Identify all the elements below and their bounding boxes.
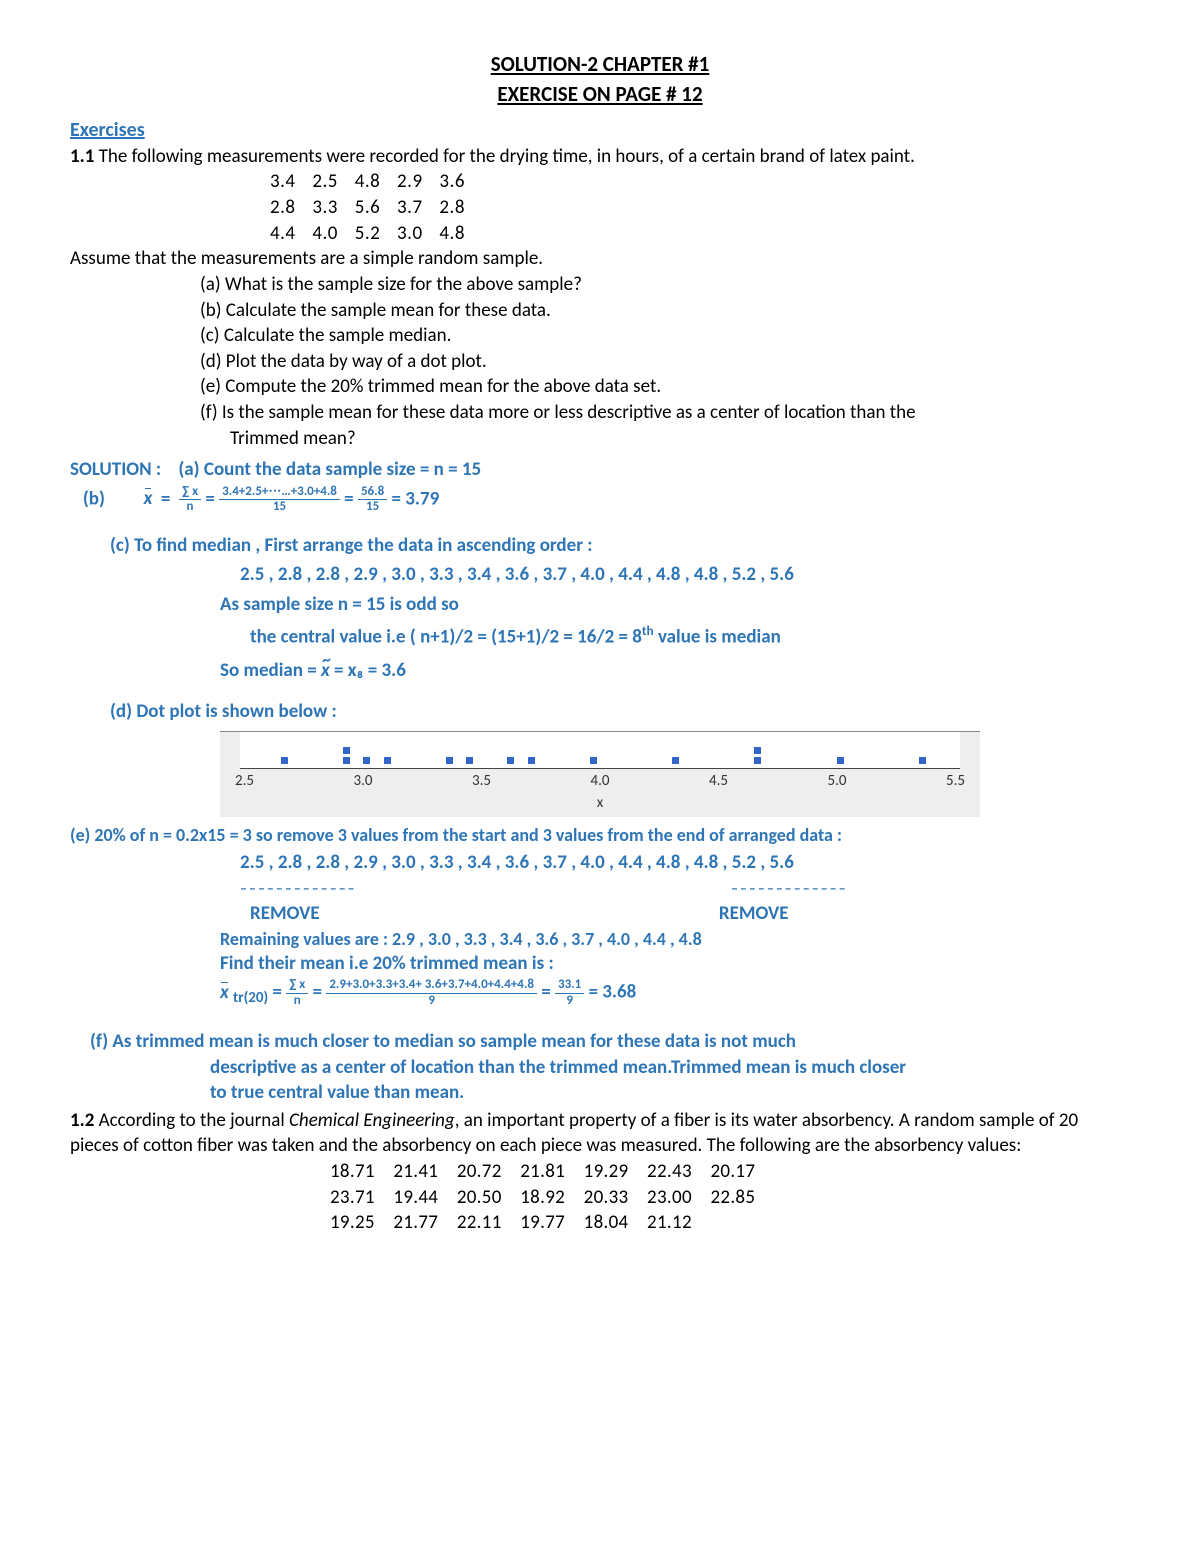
solution-e-formula: x tr(20) = ∑ xn = 2.9+3.0+3.3+3.4+ 3.6+3… bbox=[220, 978, 1130, 1008]
journal-name: Chemical Engineering bbox=[289, 1109, 455, 1132]
page-title-1: SOLUTION-2 CHAPTER #1 bbox=[70, 50, 1130, 78]
solution-e-remaining: Remaining values are : 2.9 , 3.0 , 3.3 ,… bbox=[220, 927, 1130, 951]
dot-point bbox=[446, 757, 453, 764]
b-result: = 3.79 bbox=[392, 487, 440, 510]
dotplot-xlabel: x bbox=[220, 793, 980, 813]
problem-2-number: 1.2 bbox=[70, 1109, 94, 1132]
dot-point bbox=[466, 757, 473, 764]
xbar-symbol: x bbox=[144, 486, 153, 512]
solution-c-odd: As sample size n = 15 is odd so bbox=[220, 592, 1130, 618]
dot-point bbox=[343, 757, 350, 764]
solution-e-sorted: 2.5 , 2.8 , 2.8 , 2.9 , 3.0 , 3.3 , 3.4 … bbox=[240, 850, 1130, 876]
dotplot-area bbox=[240, 732, 960, 769]
dotplot-container: 2.5 3.0 3.5 4.0 4.5 5.0 5.5 x bbox=[220, 731, 980, 818]
data2-row-3: 19.25 21.77 22.11 19.77 18.04 21.12 bbox=[330, 1210, 1130, 1236]
part-e: (e) Compute the 20% trimmed mean for the… bbox=[200, 374, 1130, 400]
dot-point bbox=[590, 757, 597, 764]
frac-e1: ∑ xn bbox=[286, 978, 308, 1008]
frac-1: ∑ xn bbox=[179, 485, 201, 515]
remove-dashes: ––––––––––––– ––––––––––––– bbox=[70, 875, 1130, 901]
page-title-2: EXERCISE ON PAGE # 12 bbox=[70, 80, 1130, 108]
data-row-3: 4.4 4.0 5.2 3.0 4.8 bbox=[270, 221, 1130, 247]
part-f-cont: Trimmed mean? bbox=[230, 426, 1130, 452]
dot-point bbox=[363, 757, 370, 764]
frac-2: 3.4+2.5+⋯…+3.0+4.815 bbox=[219, 485, 340, 515]
solution-f-3: to true central value than mean. bbox=[210, 1080, 1130, 1106]
dot-point bbox=[528, 757, 535, 764]
dot-point bbox=[754, 757, 761, 764]
solution-e-find: Find their mean i.e 20% trimmed mean is … bbox=[220, 951, 1130, 977]
data-row-2: 2.8 3.3 5.6 3.7 2.8 bbox=[270, 195, 1130, 221]
dotplot-xaxis: 2.5 3.0 3.5 4.0 4.5 5.0 5.5 bbox=[235, 771, 965, 791]
solution-c-sorted: 2.5 , 2.8 , 2.8 , 2.9 , 3.0 , 3.3 , 3.4 … bbox=[240, 562, 1130, 588]
solution-f-2: descriptive as a center of location than… bbox=[210, 1055, 1130, 1081]
dot-point bbox=[919, 757, 926, 764]
dot-point bbox=[343, 747, 350, 754]
part-a: (a) What is the sample size for the abov… bbox=[200, 272, 1130, 298]
part-f: (f) Is the sample mean for these data mo… bbox=[200, 400, 1130, 426]
solution-a: (a) Count the data sample size = n = 15 bbox=[178, 458, 481, 481]
frac-e2: 2.9+3.0+3.3+3.4+ 3.6+3.7+4.0+4.4+4.89 bbox=[326, 978, 537, 1008]
problem-1-number: 1.1 bbox=[70, 145, 94, 168]
xbar-tr-symbol: x bbox=[220, 980, 229, 1006]
dot-point bbox=[507, 757, 514, 764]
solution-f-1: (f) As trimmed mean is much closer to me… bbox=[90, 1029, 1130, 1055]
dot-point bbox=[384, 757, 391, 764]
problem-2-intro: 1.2 According to the journal Chemical En… bbox=[70, 1108, 1130, 1159]
part-d: (d) Plot the data by way of a dot plot. bbox=[200, 349, 1130, 375]
remove-labels: REMOVE REMOVE bbox=[70, 901, 1130, 927]
exercises-heading: Exercises bbox=[70, 117, 1130, 144]
e-result: = 3.68 bbox=[589, 981, 637, 1004]
dot-point bbox=[754, 747, 761, 754]
part-c: (c) Calculate the sample median. bbox=[200, 323, 1130, 349]
xtilde-symbol: x bbox=[321, 658, 330, 684]
dot-point bbox=[672, 757, 679, 764]
solution-c-median: So median = x = x₈ = 3.6 bbox=[220, 658, 1130, 684]
solution-b: (b) x = ∑ xn = 3.4+2.5+⋯…+3.0+4.815 = 56… bbox=[70, 485, 1130, 515]
solution-line-a: SOLUTION : (a) Count the data sample siz… bbox=[70, 457, 1130, 483]
data2-row-2: 23.71 19.44 20.50 18.92 20.33 23.00 22.8… bbox=[330, 1185, 1130, 1211]
solution-c-central: the central value i.e ( n+1)/2 = (15+1)/… bbox=[250, 622, 1130, 650]
solution-c-intro: (c) To find median , First arrange the d… bbox=[110, 533, 1130, 559]
data-row-1: 3.4 2.5 4.8 2.9 3.6 bbox=[270, 169, 1130, 195]
problem-1-intro: 1.1 The following measurements were reco… bbox=[70, 144, 1130, 170]
dot-point bbox=[281, 757, 288, 764]
solution-b-label: (b) bbox=[83, 487, 105, 510]
dot-point bbox=[837, 757, 844, 764]
frac-3: 56.815 bbox=[358, 485, 387, 515]
data2-row-1: 18.71 21.41 20.72 21.81 19.29 22.43 20.1… bbox=[330, 1159, 1130, 1185]
solution-d-label: (d) Dot plot is shown below : bbox=[110, 699, 1130, 725]
assume-text: Assume that the measurements are a simpl… bbox=[70, 246, 1130, 272]
solution-label: SOLUTION : bbox=[70, 458, 161, 481]
frac-e3: 33.19 bbox=[555, 978, 584, 1008]
part-b: (b) Calculate the sample mean for these … bbox=[200, 298, 1130, 324]
problem-1-text: The following measurements were recorded… bbox=[94, 145, 915, 168]
solution-e-intro: (e) 20% of n = 0.2x15 = 3 so remove 3 va… bbox=[70, 823, 1130, 847]
